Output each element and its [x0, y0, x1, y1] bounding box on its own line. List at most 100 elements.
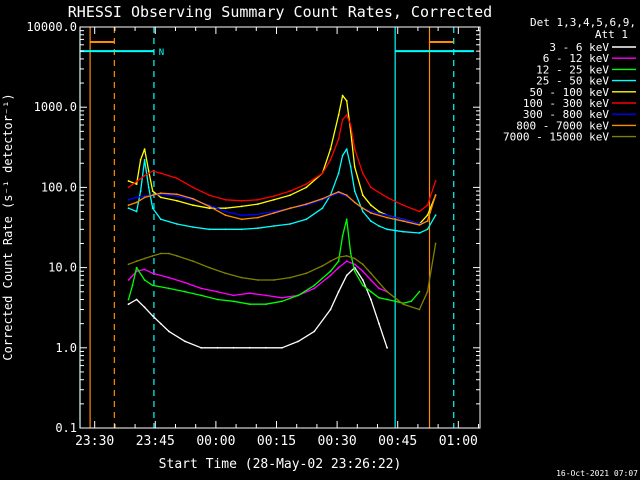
series-point: [256, 216, 259, 219]
series-point: [143, 279, 146, 281]
series-point: [273, 195, 275, 198]
series-point: [329, 308, 332, 311]
series-point: [135, 266, 138, 269]
series-point: [305, 218, 308, 221]
x-tick-label: 00:00: [196, 434, 235, 449]
series-point: [386, 216, 388, 219]
series-point: [240, 276, 243, 279]
series-point: [135, 196, 138, 199]
legend-label: 800 - 7000 keV: [516, 119, 609, 132]
series-point: [176, 193, 178, 196]
series-point: [361, 263, 364, 266]
series-point: [200, 346, 203, 349]
series-point: [337, 138, 340, 141]
series-point: [434, 180, 437, 182]
series-point: [337, 290, 340, 293]
series-point: [127, 198, 130, 201]
series-point: [321, 197, 324, 200]
series-point: [345, 218, 348, 221]
series-point: [240, 218, 243, 221]
series-point: [370, 298, 372, 301]
series-point: [341, 94, 344, 97]
series-point: [378, 287, 380, 290]
legend-label: 100 - 300 keV: [523, 97, 609, 110]
series-point: [305, 183, 308, 186]
series-point: [184, 290, 187, 293]
series-point: [176, 255, 178, 257]
series-point: [240, 214, 243, 217]
series-point: [370, 210, 372, 213]
series-point: [240, 205, 243, 208]
series-point: [151, 272, 154, 275]
series-point: [337, 256, 340, 258]
series-point: [127, 298, 130, 301]
series-point: [127, 303, 130, 306]
legend-label: 7000 - 15000 keV: [503, 131, 609, 144]
series-point: [151, 170, 154, 172]
series-point: [265, 346, 267, 349]
plot-axes: 0.1 1.0 10.0 100.0 1000.0 10000.0 23:30 23:45 00…: [26, 20, 481, 449]
series-point: [353, 190, 356, 193]
series-point: [337, 266, 340, 269]
series-point: [386, 214, 388, 217]
series-line: [128, 260, 388, 299]
series-point: [127, 204, 130, 207]
series-point: [168, 252, 170, 255]
series-point: [418, 232, 421, 234]
series-point: [337, 114, 340, 116]
series-point: [256, 279, 259, 281]
series-point: [224, 228, 227, 231]
series-point: [208, 207, 211, 210]
series-point: [208, 228, 211, 231]
series-point: [256, 213, 259, 216]
series-point: [200, 287, 203, 290]
series-point: [353, 148, 356, 151]
series-point: [305, 203, 308, 206]
series-point: [147, 170, 150, 172]
series-point: [184, 340, 187, 343]
legend-label: 12 - 25 keV: [536, 63, 609, 76]
series-point: [418, 210, 421, 213]
series-point: [248, 303, 251, 306]
series-point: [341, 118, 344, 121]
series-point: [135, 201, 138, 204]
series-point: [313, 330, 316, 333]
legend-label: 6 - 12 keV: [543, 52, 610, 65]
y-axis-label: Corrected Count Rate (s⁻¹ detector⁻¹): [1, 93, 15, 360]
series-point: [176, 199, 178, 202]
series-point: [200, 294, 203, 297]
series-point: [143, 257, 146, 260]
y-tick-label: 100.0: [41, 180, 77, 194]
series-point: [224, 210, 227, 213]
series-point: [386, 196, 388, 199]
series-point: [192, 197, 195, 200]
series-point: [378, 322, 380, 325]
series-point: [329, 260, 332, 263]
series-point: [127, 186, 130, 189]
series-point: [143, 306, 146, 309]
series-point: [127, 263, 130, 266]
series-point: [386, 228, 388, 231]
series-point: [289, 276, 291, 279]
series-point: [248, 292, 251, 295]
y-tick-label: 0.1: [55, 421, 77, 435]
series-point: [224, 198, 227, 201]
series-point: [151, 315, 154, 317]
x-tick-label: 00:45: [378, 434, 417, 449]
x-tick-label: 23:30: [75, 434, 114, 449]
series-point: [297, 294, 300, 297]
series-point: [159, 196, 162, 199]
series-point: [168, 287, 170, 290]
series-point: [192, 260, 195, 263]
series-point: [426, 228, 429, 231]
series-point: [337, 260, 340, 263]
chart-title: RHESSI Observing Summary Count Rates, Co…: [68, 3, 492, 21]
series-point: [143, 148, 146, 151]
series-point: [273, 279, 275, 281]
series-point: [135, 183, 138, 186]
series-point: [289, 223, 291, 225]
series-point: [135, 298, 138, 301]
series-point: [370, 220, 372, 223]
